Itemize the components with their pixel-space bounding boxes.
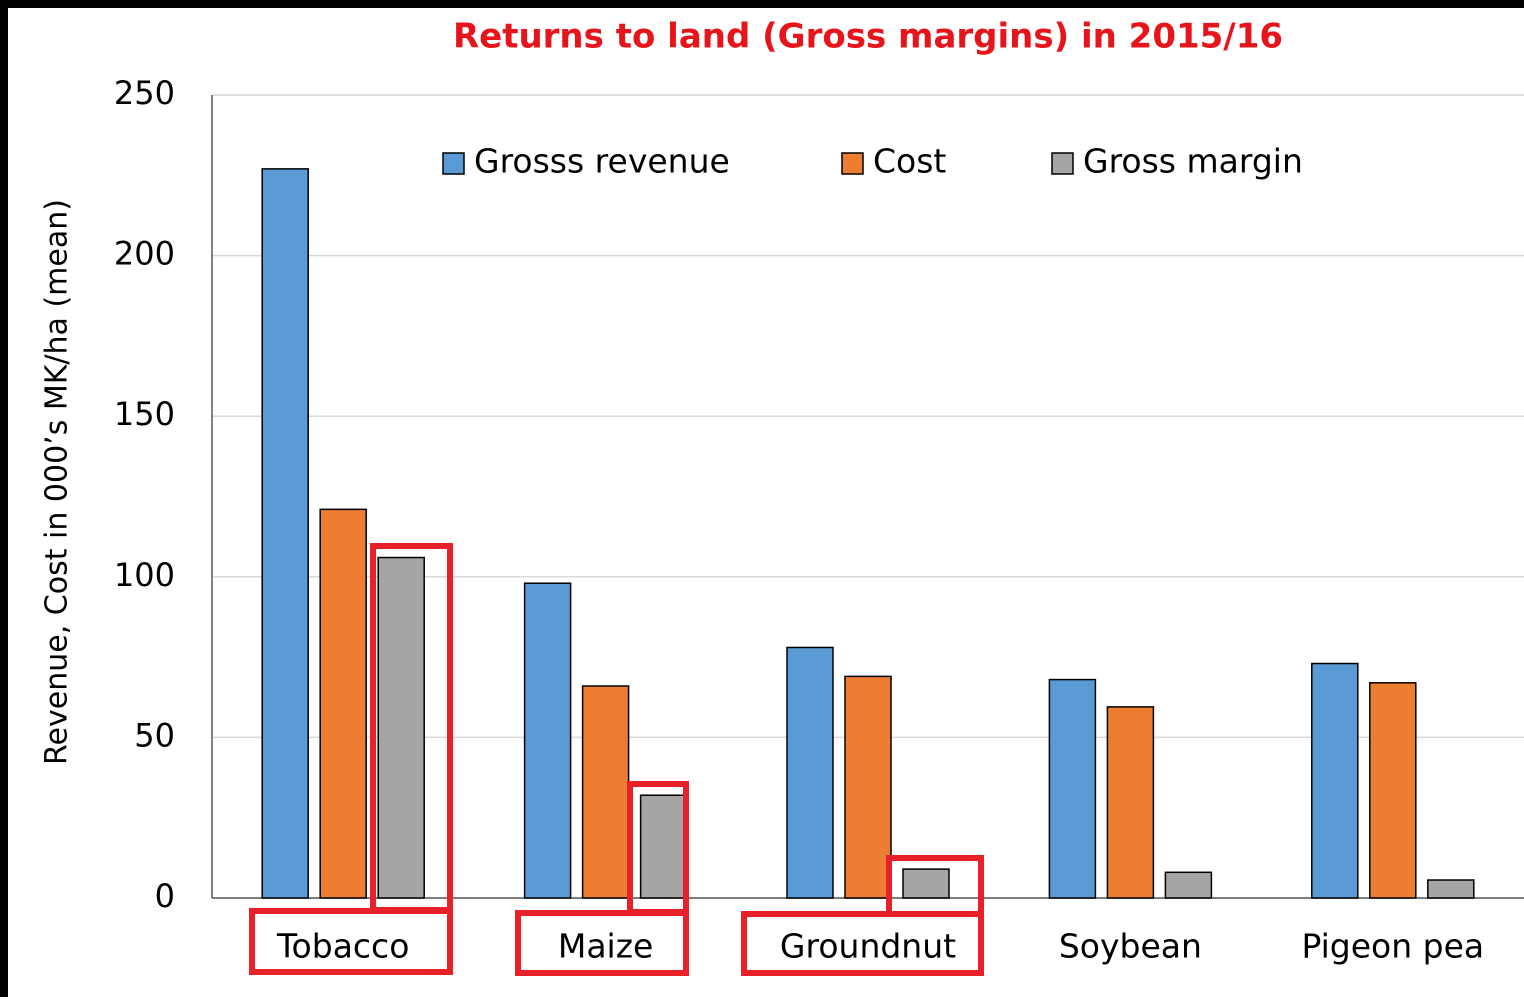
bar — [261, 168, 309, 899]
bar — [581, 685, 630, 899]
legend-label: Grosss revenue — [474, 142, 730, 181]
y-tick-label: 150 — [114, 395, 175, 433]
y-tick-label: 0 — [155, 877, 175, 915]
y-tick-label: 100 — [114, 556, 175, 594]
bar — [1311, 662, 1359, 899]
legend-label: Cost — [873, 142, 946, 181]
highlights — [249, 543, 984, 976]
bar — [902, 868, 950, 899]
plot: 0 50 100 150 200 250 Tobacco Maize Groundnut Soyb… — [114, 74, 1524, 966]
bar — [523, 582, 572, 899]
y-tick-label: 250 — [114, 74, 175, 112]
legend-label: Gross margin — [1083, 142, 1303, 181]
legend-swatch — [841, 152, 864, 175]
chart-title: Returns to land (Gross margins) in 2015/… — [453, 17, 1283, 57]
bar — [639, 794, 688, 899]
highlight-box — [249, 908, 453, 975]
y-tick-label: 200 — [114, 235, 175, 273]
x-tick-label: Pigeon pea — [1301, 927, 1484, 966]
highlight-box — [515, 910, 689, 976]
legend-swatch — [442, 152, 465, 175]
bar — [377, 556, 425, 899]
bar — [319, 508, 367, 899]
bar — [1427, 879, 1475, 899]
bar — [1106, 706, 1155, 899]
legend-swatch — [1051, 152, 1074, 175]
bar — [1369, 682, 1417, 899]
bar — [1048, 678, 1097, 899]
x-tick-label: Tobacco — [276, 927, 409, 966]
x-tick-label: Maize — [558, 927, 654, 966]
y-axis-label: Revenue, Cost in 000’s MK/ha (mean) — [40, 199, 75, 765]
bar — [844, 675, 892, 899]
x-tick-label: Soybean — [1059, 927, 1202, 966]
highlight-box — [741, 911, 984, 976]
y-tick-label: 50 — [134, 716, 175, 754]
bar — [786, 646, 834, 899]
x-tick-label: Groundnut — [780, 927, 956, 966]
bar — [1164, 871, 1213, 899]
